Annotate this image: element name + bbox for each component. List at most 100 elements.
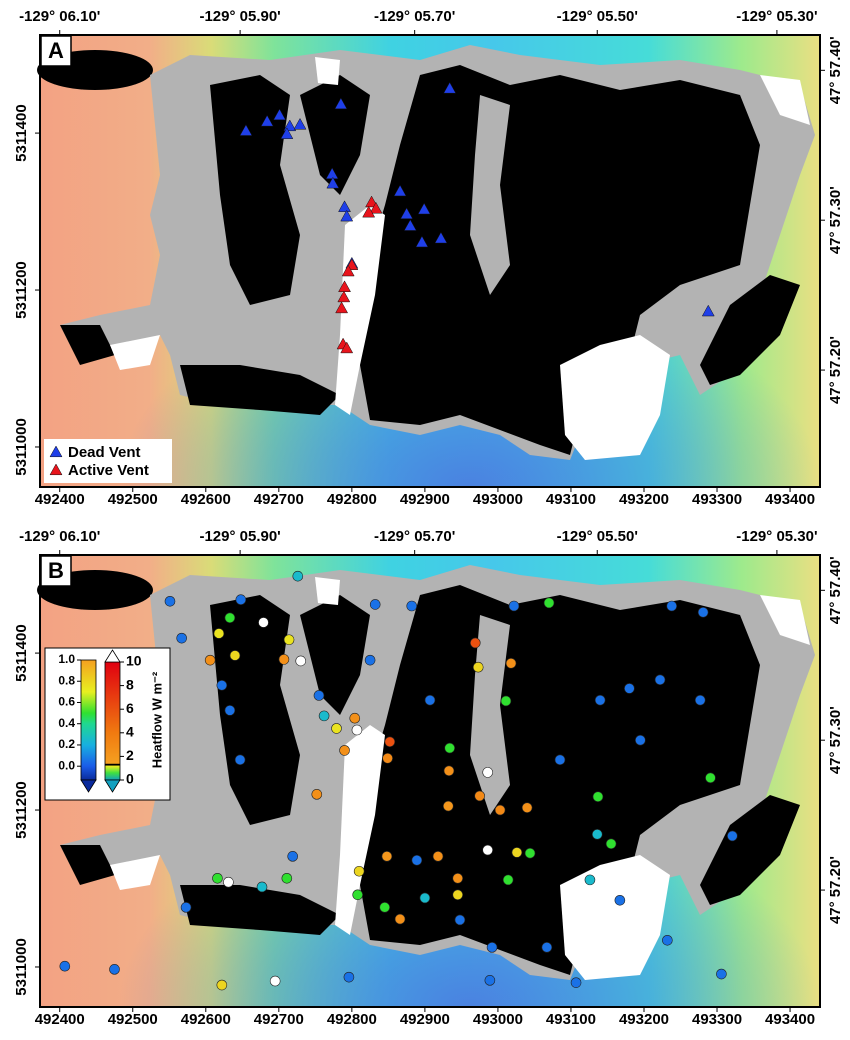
x-tick-label: 492600 (181, 1011, 231, 1028)
colorbar-tick-label: 1.0 (58, 652, 75, 666)
heatflow-point (270, 976, 280, 986)
heatflow-point (353, 890, 363, 900)
colorbar (105, 662, 120, 780)
x-tick-label: 493200 (619, 491, 669, 508)
x-tick-label: 493300 (692, 1011, 742, 1028)
heatflow-point (716, 969, 726, 979)
heatflow-point (483, 767, 493, 777)
colorbar-tick-label: 0.6 (58, 695, 75, 709)
x-tick-label: 493400 (765, 1011, 815, 1028)
x-tick-label: 492700 (254, 1011, 304, 1028)
heatflow-point (485, 975, 495, 985)
heatflow-point (217, 980, 227, 990)
heatflow-point (698, 607, 708, 617)
heatflow-point (395, 914, 405, 924)
x-tick-label: 492500 (108, 491, 158, 508)
right-tick-label: 47° 57.20' (827, 336, 844, 404)
heatflow-point (495, 805, 505, 815)
top-tick-label: -129° 05.30' (736, 8, 817, 25)
heatflow-point (365, 655, 375, 665)
colorbar-title: Heatflow W m⁻² (149, 671, 164, 768)
heatflow-point (181, 902, 191, 912)
x-tick-label: 492400 (35, 1011, 85, 1028)
x-tick-label: 493100 (546, 1011, 596, 1028)
right-tick-label: 47° 57.40' (827, 556, 844, 624)
heatflow-point (635, 735, 645, 745)
y-tick-label: 5311000 (13, 938, 30, 996)
y-tick-label: 5311000 (13, 418, 30, 476)
heatflow-point (212, 873, 222, 883)
heatflow-point (279, 654, 289, 664)
heatflow-point (258, 617, 268, 627)
right-tick-label: 47° 57.30' (827, 186, 844, 254)
heatflow-point (522, 803, 532, 813)
heatflow-point (354, 866, 364, 876)
heatflow-point (595, 695, 605, 705)
heatflow-point (380, 902, 390, 912)
top-tick-label: -129° 05.90' (199, 528, 280, 545)
heatflow-point (444, 766, 454, 776)
top-tick-label: -129° 05.30' (736, 528, 817, 545)
y-tick-label: 5311400 (13, 624, 30, 682)
heatflow-point (282, 873, 292, 883)
heatflow-point (455, 915, 465, 925)
page: 4924004925004926004927004928004929004930… (0, 0, 850, 1040)
x-tick-label: 492400 (35, 491, 85, 508)
heatflow-point (314, 690, 324, 700)
heatflow-point (284, 635, 294, 645)
x-tick-label: 493000 (473, 491, 523, 508)
heatflow-point (606, 839, 616, 849)
heatflow-point (236, 595, 246, 605)
legend-label: Dead Vent (68, 444, 141, 461)
heatflow-point (332, 723, 342, 733)
heatflow-point (319, 711, 329, 721)
x-tick-label: 492500 (108, 1011, 158, 1028)
heatflow-point (350, 713, 360, 723)
heatflow-point (667, 601, 677, 611)
heatflow-point (235, 755, 245, 765)
heatflow-point (177, 633, 187, 643)
heatflow-point (593, 792, 603, 802)
heatflow-point (487, 942, 497, 952)
heatflow-point (443, 801, 453, 811)
heatflow-point (257, 882, 267, 892)
heatflow-point (445, 743, 455, 753)
top-tick-label: -129° 05.50' (557, 528, 638, 545)
heatflow-point (509, 601, 519, 611)
top-tick-label: -129° 05.70' (374, 8, 455, 25)
colorbar-tick-label: 0.4 (58, 716, 75, 730)
x-tick-label: 493300 (692, 491, 742, 508)
top-tick-label: -129° 06.10' (19, 8, 100, 25)
heatflow-point (205, 655, 215, 665)
heatflow-point (501, 696, 511, 706)
heatflow-point (407, 601, 417, 611)
colorbar-tick-label: 0.8 (58, 673, 75, 687)
heatflow-point (217, 680, 227, 690)
colorbar-tick-label: 10 (126, 653, 142, 669)
heatflow-point (340, 745, 350, 755)
heatflow-point (225, 613, 235, 623)
heatflow-point (615, 895, 625, 905)
x-tick-label: 493400 (765, 491, 815, 508)
heatflow-point (624, 683, 634, 693)
panel-label: A (48, 38, 64, 63)
heatflow-point (512, 847, 522, 857)
heatflow-point (695, 695, 705, 705)
heatflow-point (503, 875, 513, 885)
x-tick-label: 492600 (181, 491, 231, 508)
heatflow-point (525, 848, 535, 858)
right-tick-label: 47° 57.20' (827, 856, 844, 924)
top-tick-label: -129° 05.50' (557, 8, 638, 25)
right-tick-label: 47° 57.40' (827, 36, 844, 104)
heatflow-point (655, 675, 665, 685)
heatflow-point (727, 831, 737, 841)
heatflow-point (312, 789, 322, 799)
x-tick-label: 493200 (619, 1011, 669, 1028)
heatflow-point (705, 773, 715, 783)
top-tick-label: -129° 06.10' (19, 528, 100, 545)
heatflow-point (453, 890, 463, 900)
heatflow-point (288, 851, 298, 861)
heatflow-point (296, 656, 306, 666)
panel-label: B (48, 558, 64, 583)
right-tick-label: 47° 57.30' (827, 706, 844, 774)
